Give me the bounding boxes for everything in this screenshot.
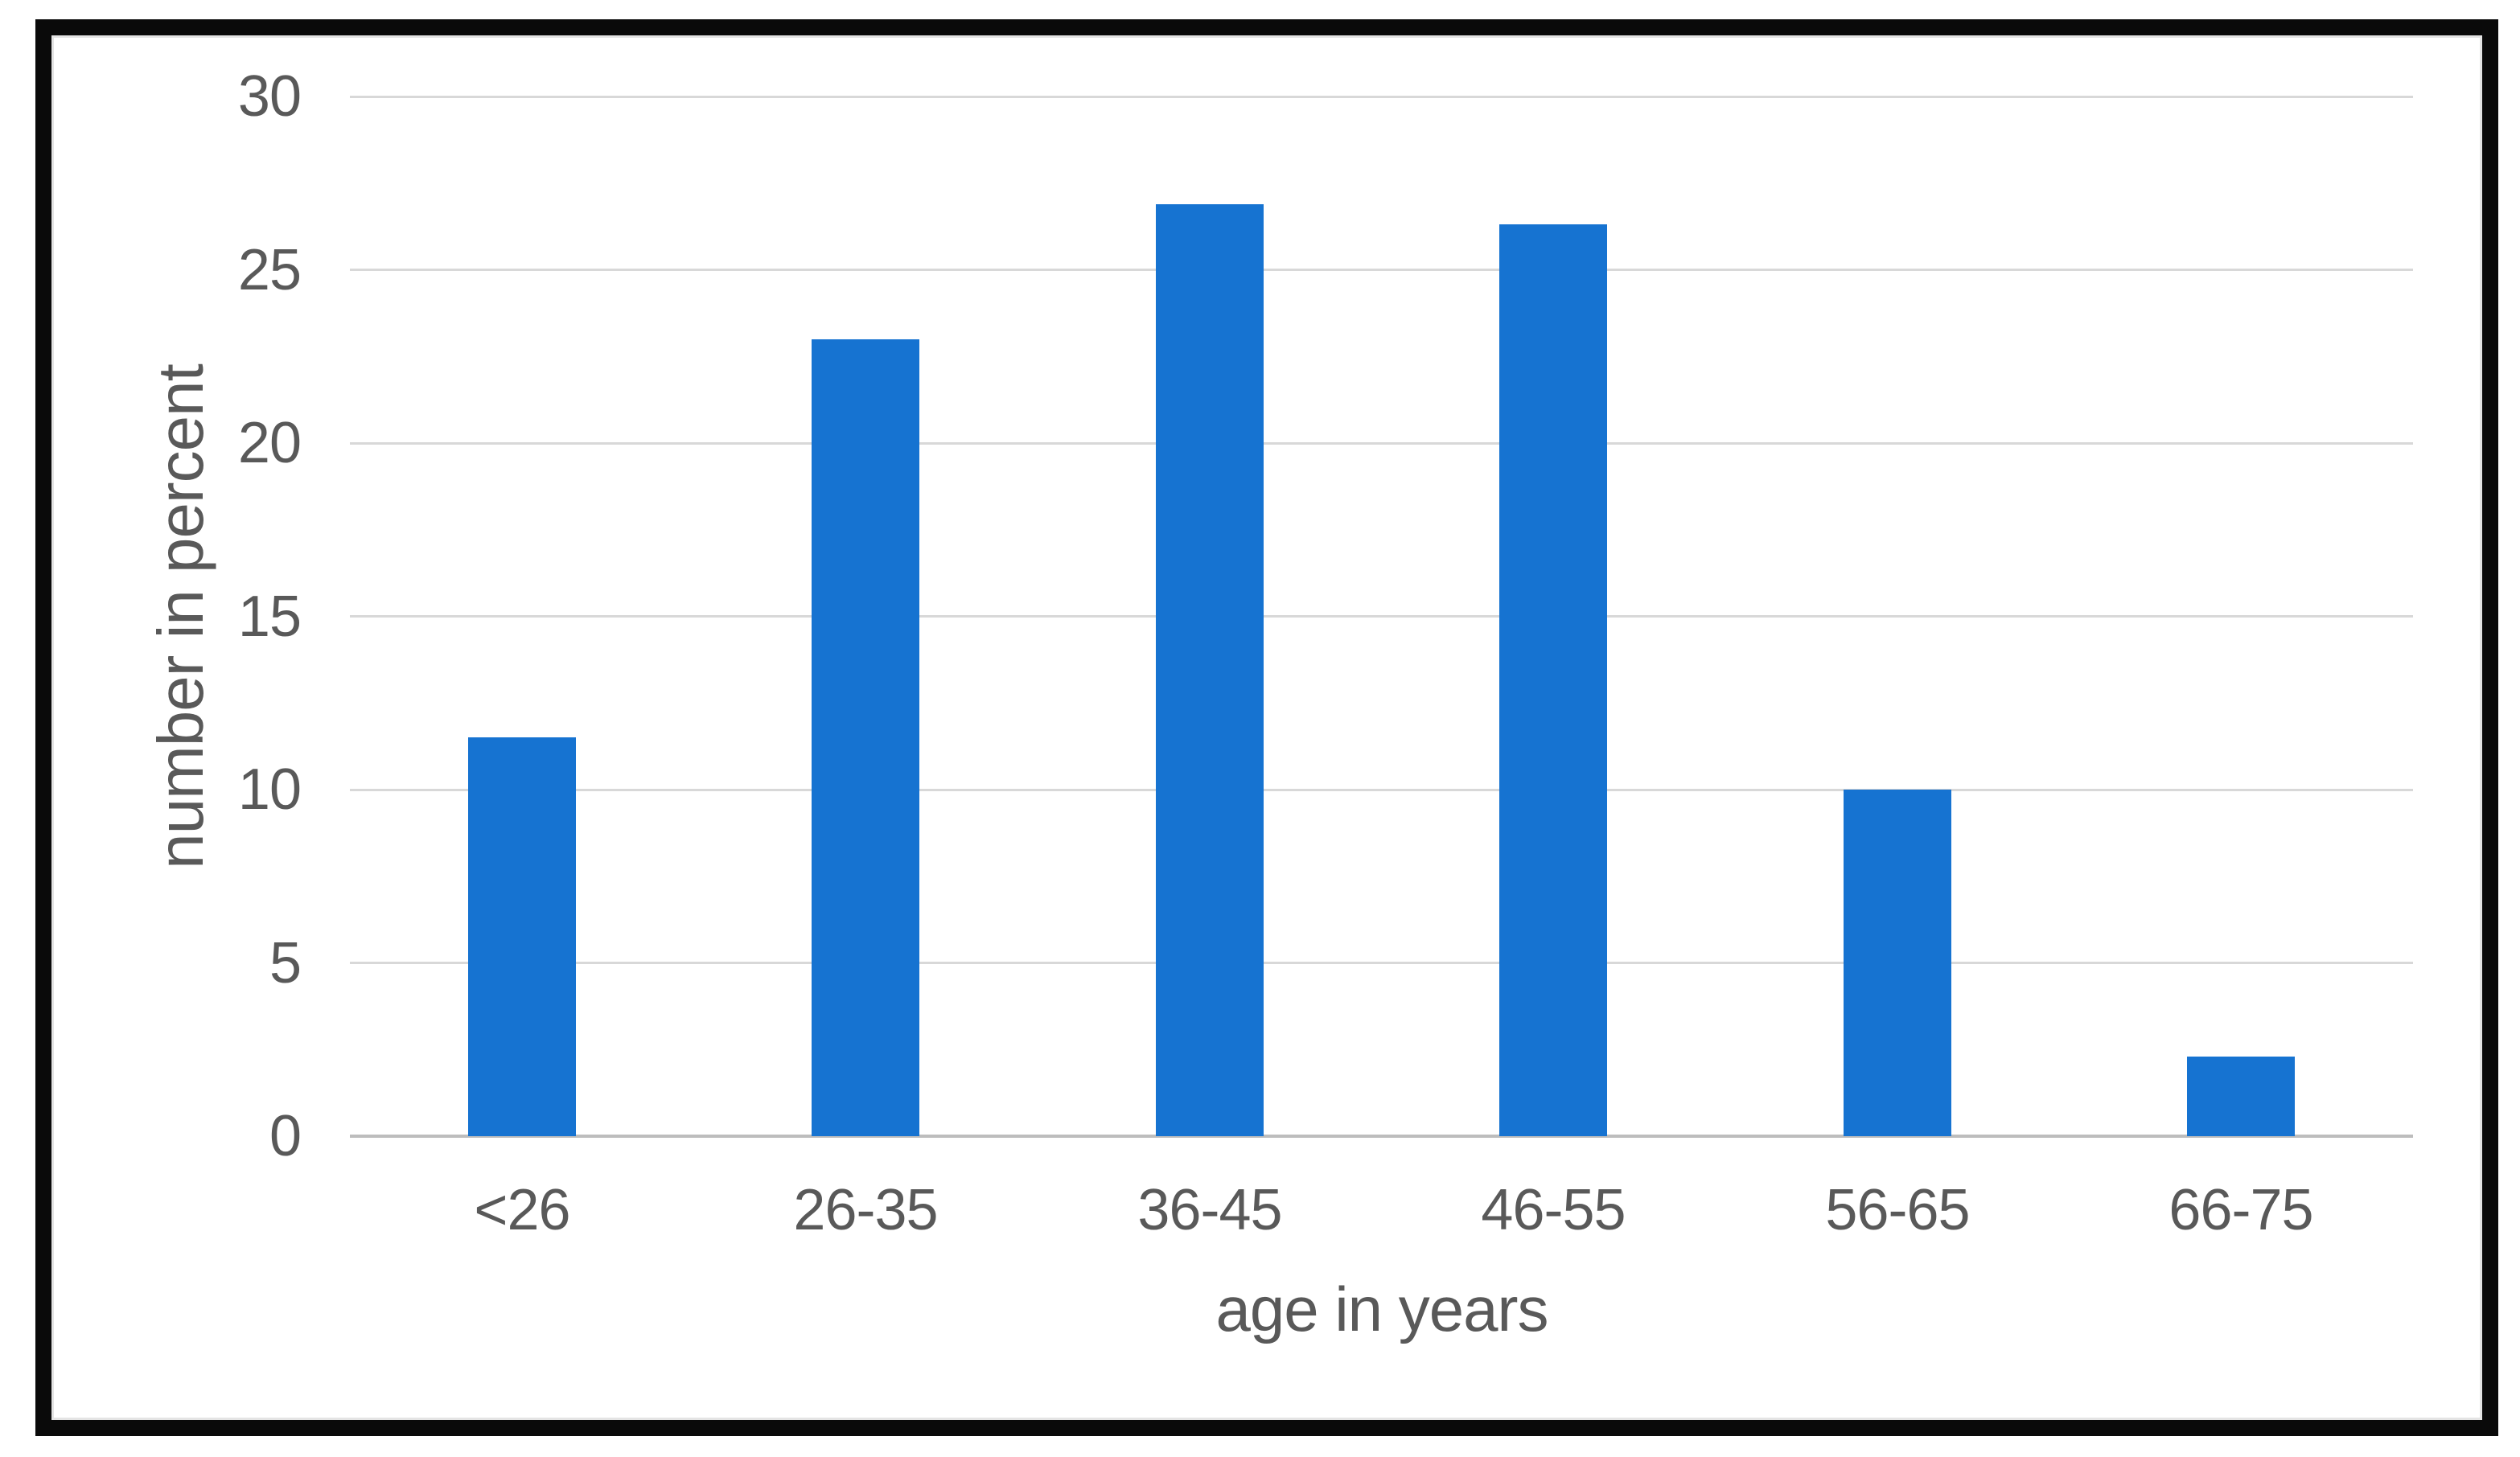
x-tick-label-66-75: 66-75 <box>2169 1178 2313 1242</box>
bar-46-55 <box>1499 224 1607 1136</box>
bar-66-75 <box>2187 1057 2295 1136</box>
bar-26-35 <box>812 339 919 1136</box>
x-axis-title: age in years <box>1215 1274 1549 1344</box>
gridline-5 <box>350 962 2413 964</box>
bar-56-65 <box>1844 790 1951 1136</box>
gridline-20 <box>350 442 2413 445</box>
gridline-25 <box>350 269 2413 271</box>
y-tick-label-10: 10 <box>237 757 302 822</box>
gridline-15 <box>350 615 2413 618</box>
gridline-10 <box>350 789 2413 791</box>
x-tick-label-<26: <26 <box>474 1178 570 1242</box>
gridline-30 <box>350 96 2413 98</box>
chart-frame-border <box>35 19 2498 1436</box>
x-axis-line <box>350 1135 2413 1138</box>
y-axis-title: number in percent <box>145 364 216 869</box>
x-tick-label-26-35: 26-35 <box>793 1178 938 1242</box>
x-tick-label-56-65: 56-65 <box>1825 1178 1970 1242</box>
x-tick-label-46-55: 46-55 <box>1481 1178 1626 1242</box>
y-tick-label-0: 0 <box>269 1104 302 1168</box>
bar-<26 <box>468 737 576 1136</box>
y-tick-label-5: 5 <box>269 931 302 995</box>
y-tick-label-15: 15 <box>237 585 302 649</box>
bar-36-45 <box>1156 204 1264 1136</box>
x-tick-label-36-45: 36-45 <box>1137 1178 1282 1242</box>
y-tick-label-20: 20 <box>237 411 302 475</box>
y-tick-label-30: 30 <box>237 64 302 129</box>
y-tick-label-25: 25 <box>237 238 302 302</box>
chart-frame-inner-edge <box>51 35 2482 1420</box>
